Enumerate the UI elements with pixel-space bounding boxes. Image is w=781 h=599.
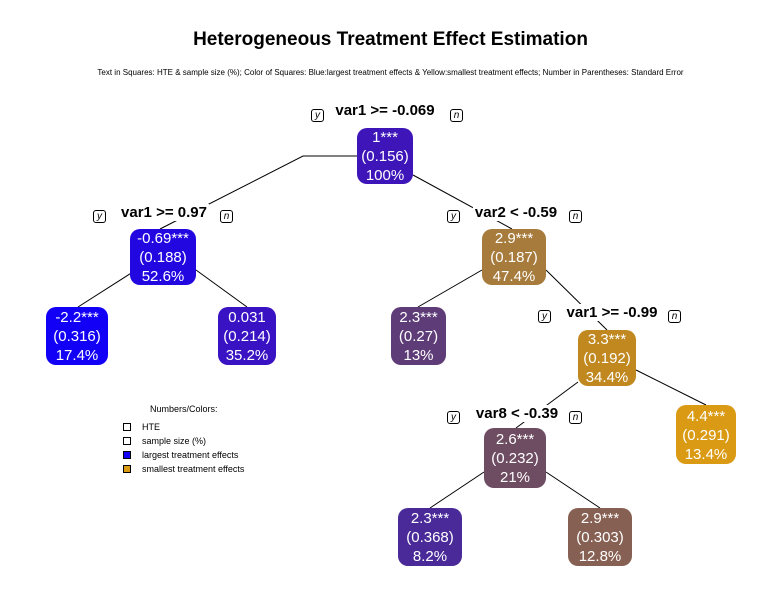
edge-n7-n15 (635, 369, 707, 406)
tree-node-n14: 2.6*** (0.232) 21% (484, 428, 546, 488)
tree-node-n6: 2.3*** (0.27) 13% (391, 307, 446, 365)
yes-marker: y (447, 210, 460, 223)
node-se: (0.232) (491, 450, 539, 467)
split-label-s1: var1 >= -0.069 (333, 102, 437, 119)
node-se: (0.27) (398, 328, 439, 345)
node-hte: 2.9*** (580, 510, 620, 527)
edge-n2-n4 (77, 269, 137, 308)
yes-marker: y (93, 210, 106, 223)
legend-label: sample size (%) (142, 436, 207, 446)
edge-n3-n7 (545, 269, 608, 331)
split-label-s7: var1 >= -0.99 (564, 304, 660, 321)
legend-swatch (123, 423, 131, 431)
yes-marker: y (538, 310, 551, 323)
node-hte: 2.3*** (399, 309, 438, 326)
node-pct: 21% (499, 469, 531, 486)
legend-label: smallest treatment effects (142, 464, 245, 474)
legend-swatch (123, 451, 131, 459)
yes-marker: y (311, 109, 324, 122)
legend-label: largest treatment effects (142, 450, 239, 460)
tree-node-n5: 0.031 (0.214) 35.2% (218, 307, 276, 365)
node-hte: 1*** (372, 129, 398, 146)
legend: Numbers/Colors: HTE sample size (%) larg… (123, 404, 244, 476)
yes-marker: y (447, 411, 460, 424)
legend-item: HTE (123, 420, 244, 434)
node-se: (0.156) (361, 148, 409, 165)
tree-node-n3: 2.9*** (0.187) 47.4% (482, 229, 546, 285)
node-se: (0.187) (490, 249, 538, 266)
legend-swatch (123, 465, 131, 473)
edge-n14-n28 (429, 471, 485, 509)
node-se: (0.303) (576, 529, 624, 546)
node-hte: 2.3*** (410, 510, 450, 527)
node-pct: 35.2% (225, 347, 269, 364)
node-se: (0.316) (53, 328, 101, 345)
node-hte: 3.3*** (587, 331, 627, 348)
node-hte: -0.69*** (137, 230, 189, 247)
tree-node-n1: 1*** (0.156) 100% (357, 128, 413, 184)
legend-label: HTE (142, 422, 160, 432)
node-pct: 17.4% (55, 347, 99, 364)
legend-swatch (123, 437, 131, 445)
node-pct: 100% (365, 167, 405, 184)
node-hte: 0.031 (228, 309, 266, 326)
node-se: (0.291) (682, 426, 730, 444)
tree-node-n15: 4.4*** (0.291) 13.4% (676, 405, 736, 464)
edge-n2-n5 (195, 269, 248, 308)
no-marker: n (569, 411, 582, 424)
edge-n1-n2 (159, 155, 357, 230)
no-marker: n (450, 109, 463, 122)
node-hte: 2.9*** (494, 230, 534, 247)
split-label-s14: var8 < -0.39 (473, 405, 561, 422)
legend-title: Numbers/Colors: (150, 404, 218, 414)
edge-n3-n6 (417, 269, 483, 308)
chart-title: Heterogeneous Treatment Effect Estimatio… (193, 29, 588, 50)
split-label-s2: var1 >= 0.97 (119, 204, 209, 221)
legend-item: largest treatment effects (123, 448, 244, 462)
node-pct: 8.2% (412, 548, 448, 565)
node-hte: -2.2*** (55, 309, 99, 326)
legend-item: sample size (%) (123, 434, 244, 448)
tree-node-n7: 3.3*** (0.192) 34.4% (578, 330, 636, 386)
tree-node-n4: -2.2*** (0.316) 17.4% (46, 307, 108, 365)
node-se: (0.368) (406, 529, 454, 546)
node-pct: 12.8% (578, 548, 622, 565)
node-hte: 4.4*** (686, 407, 726, 425)
tree-node-n28: 2.3*** (0.368) 8.2% (398, 508, 462, 566)
no-marker: n (569, 210, 582, 223)
node-pct: 34.4% (585, 369, 629, 386)
tree-node-n29: 2.9*** (0.303) 12.8% (568, 508, 632, 566)
node-se: (0.214) (223, 328, 271, 345)
node-pct: 13% (403, 347, 434, 364)
tree-node-n2: -0.69*** (0.188) 52.6% (130, 229, 196, 285)
node-pct: 47.4% (492, 268, 536, 285)
node-se: (0.188) (139, 249, 187, 266)
chart-subtitle: Text in Squares: HTE & sample size (%); … (97, 68, 684, 77)
no-marker: n (220, 210, 233, 223)
edge-n14-n29 (545, 471, 601, 509)
node-pct: 52.6% (141, 268, 185, 285)
node-pct: 13.4% (684, 445, 728, 463)
no-marker: n (668, 310, 681, 323)
split-label-s3: var2 < -0.59 (472, 204, 560, 221)
node-se: (0.192) (583, 350, 631, 367)
node-hte: 2.6*** (495, 431, 535, 448)
legend-item: smallest treatment effects (123, 462, 244, 476)
